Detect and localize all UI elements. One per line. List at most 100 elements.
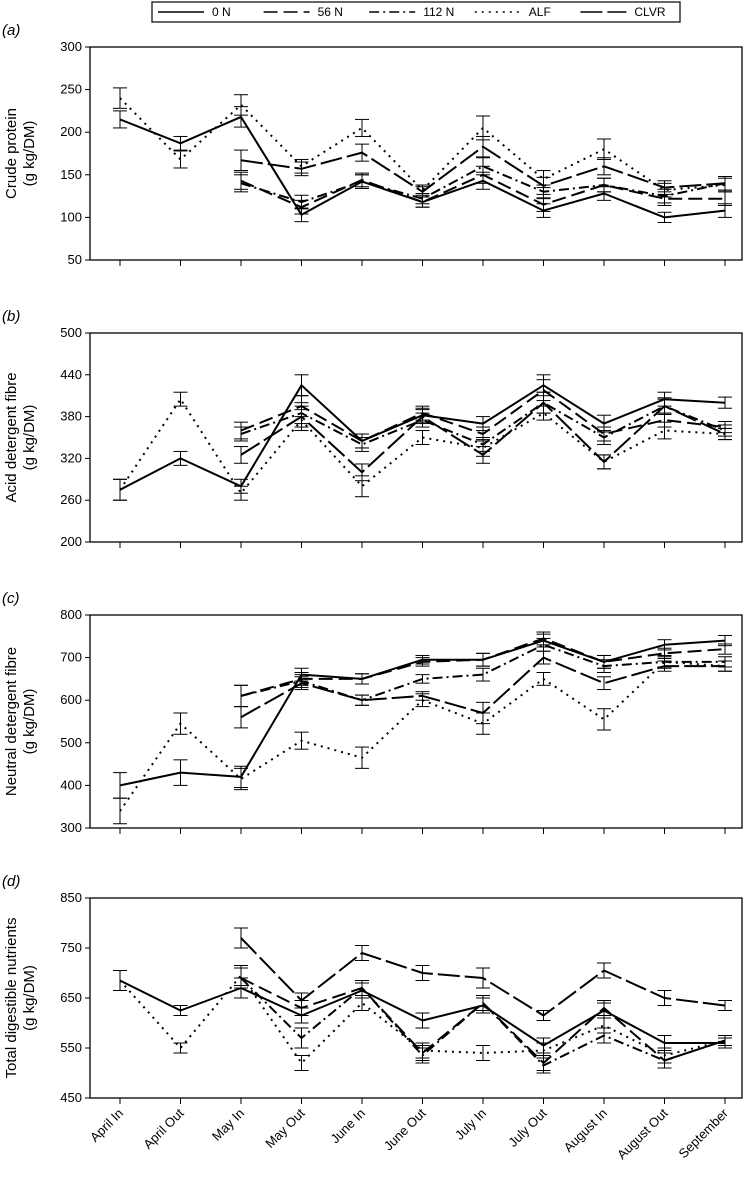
y-tick-label: 440	[60, 367, 82, 382]
y-tick-label: 300	[60, 39, 82, 54]
error-bar	[597, 1000, 611, 1016]
series-clvr	[234, 391, 732, 482]
error-bar	[718, 643, 732, 655]
y-tick-label: 380	[60, 409, 82, 424]
error-bar	[234, 767, 248, 791]
panels: (a)Crude protein (g kg/DM)501001502002503…	[2, 22, 743, 1162]
y-tick-label: 260	[60, 492, 82, 507]
error-bar	[597, 430, 611, 445]
x-tick-label: May In	[209, 1106, 247, 1144]
error-bar	[294, 1027, 309, 1049]
error-bar	[294, 161, 309, 177]
x-tick-label: May Out	[262, 1105, 308, 1151]
y-tick-label: 320	[60, 450, 82, 465]
error-bar	[355, 945, 369, 961]
y-axis-label: (g kg/DM)	[21, 121, 38, 187]
y-tick-label: 450	[60, 1090, 82, 1105]
error-bar	[355, 118, 369, 137]
y-tick-label: 50	[68, 252, 82, 267]
error-bar	[234, 684, 248, 708]
error-bar	[113, 110, 127, 129]
error-bar	[476, 995, 490, 1011]
error-bar	[173, 712, 188, 735]
error-bar	[536, 650, 551, 665]
error-bar	[355, 463, 369, 482]
error-bar	[476, 667, 490, 682]
y-tick-label: 500	[60, 325, 82, 340]
legend-label: 0 N	[212, 5, 231, 19]
y-axis-label: Total digestible nutrients	[3, 918, 20, 1079]
y-axis-label: (g kg/DM)	[21, 689, 38, 755]
error-bar	[597, 708, 611, 731]
x-tick-label: July Out	[505, 1105, 550, 1150]
error-bar	[355, 995, 369, 1011]
error-bar	[536, 176, 551, 195]
y-tick-label: 200	[60, 534, 82, 549]
error-bar	[476, 446, 490, 464]
y-tick-label: 200	[60, 124, 82, 139]
series-line	[119, 97, 726, 192]
y-tick-label: 100	[60, 209, 82, 224]
error-bar	[234, 965, 248, 986]
y-tick-label: 300	[60, 820, 82, 835]
y-tick-label: 650	[60, 990, 82, 1005]
plot-frame	[89, 332, 743, 543]
error-bar	[234, 485, 248, 501]
series-clvr	[234, 927, 732, 1021]
error-bar	[355, 437, 369, 452]
y-axis-label: (g kg/DM)	[21, 965, 38, 1031]
x-tick-label: June Out	[381, 1105, 429, 1153]
error-bar	[718, 1035, 732, 1046]
y-axis-label: Crude protein	[3, 108, 20, 199]
series-clvr	[234, 650, 732, 729]
y-tick-label: 250	[60, 82, 82, 97]
x-tick-label: June In	[327, 1106, 368, 1147]
error-bar	[355, 174, 369, 189]
series-clvr	[234, 135, 732, 198]
error-bar	[597, 962, 611, 979]
error-bar	[718, 1000, 732, 1011]
plot-frame	[89, 46, 743, 261]
error-bar	[355, 746, 369, 769]
legend-label: CLVR	[634, 5, 665, 19]
y-tick-label: 850	[60, 890, 82, 905]
x-tick-label: April Out	[140, 1105, 187, 1152]
error-bar	[415, 409, 430, 425]
error-bar	[173, 1005, 188, 1016]
error-bar	[415, 691, 430, 701]
panel-0: (a) Crude protein (g kg/DM) 50 100 150 200 250 3…	[2, 22, 743, 267]
error-bar	[173, 450, 188, 466]
error-bar	[415, 430, 430, 445]
error-bar	[415, 674, 430, 684]
legend-box	[151, 1, 681, 23]
series-line	[240, 977, 726, 1064]
error-bar	[718, 396, 732, 409]
error-bar	[476, 967, 490, 989]
error-bar	[294, 1055, 309, 1071]
error-bar	[415, 657, 430, 667]
series-line	[240, 643, 725, 702]
series-line	[240, 165, 726, 204]
error-bar	[718, 427, 732, 441]
error-bar	[113, 970, 127, 991]
panel-label: (d)	[2, 873, 20, 890]
error-bar	[294, 992, 309, 1009]
y-axis-label: (g kg/DM)	[21, 405, 38, 471]
error-bar	[657, 397, 672, 416]
error-bar	[476, 1045, 490, 1061]
error-bar	[113, 772, 127, 799]
error-bar	[234, 94, 248, 116]
error-bar	[718, 176, 732, 191]
error-bar	[173, 1042, 188, 1054]
legend-label: 56 N	[318, 5, 343, 19]
y-tick-label: 550	[60, 1040, 82, 1055]
x-tick-label: July In	[452, 1106, 489, 1143]
error-bar	[415, 1012, 430, 1029]
series-0-n	[113, 970, 732, 1054]
error-bar	[294, 676, 309, 691]
error-bar	[657, 180, 672, 195]
error-bar	[597, 157, 611, 176]
error-bar	[113, 797, 127, 825]
error-bar	[234, 446, 248, 464]
